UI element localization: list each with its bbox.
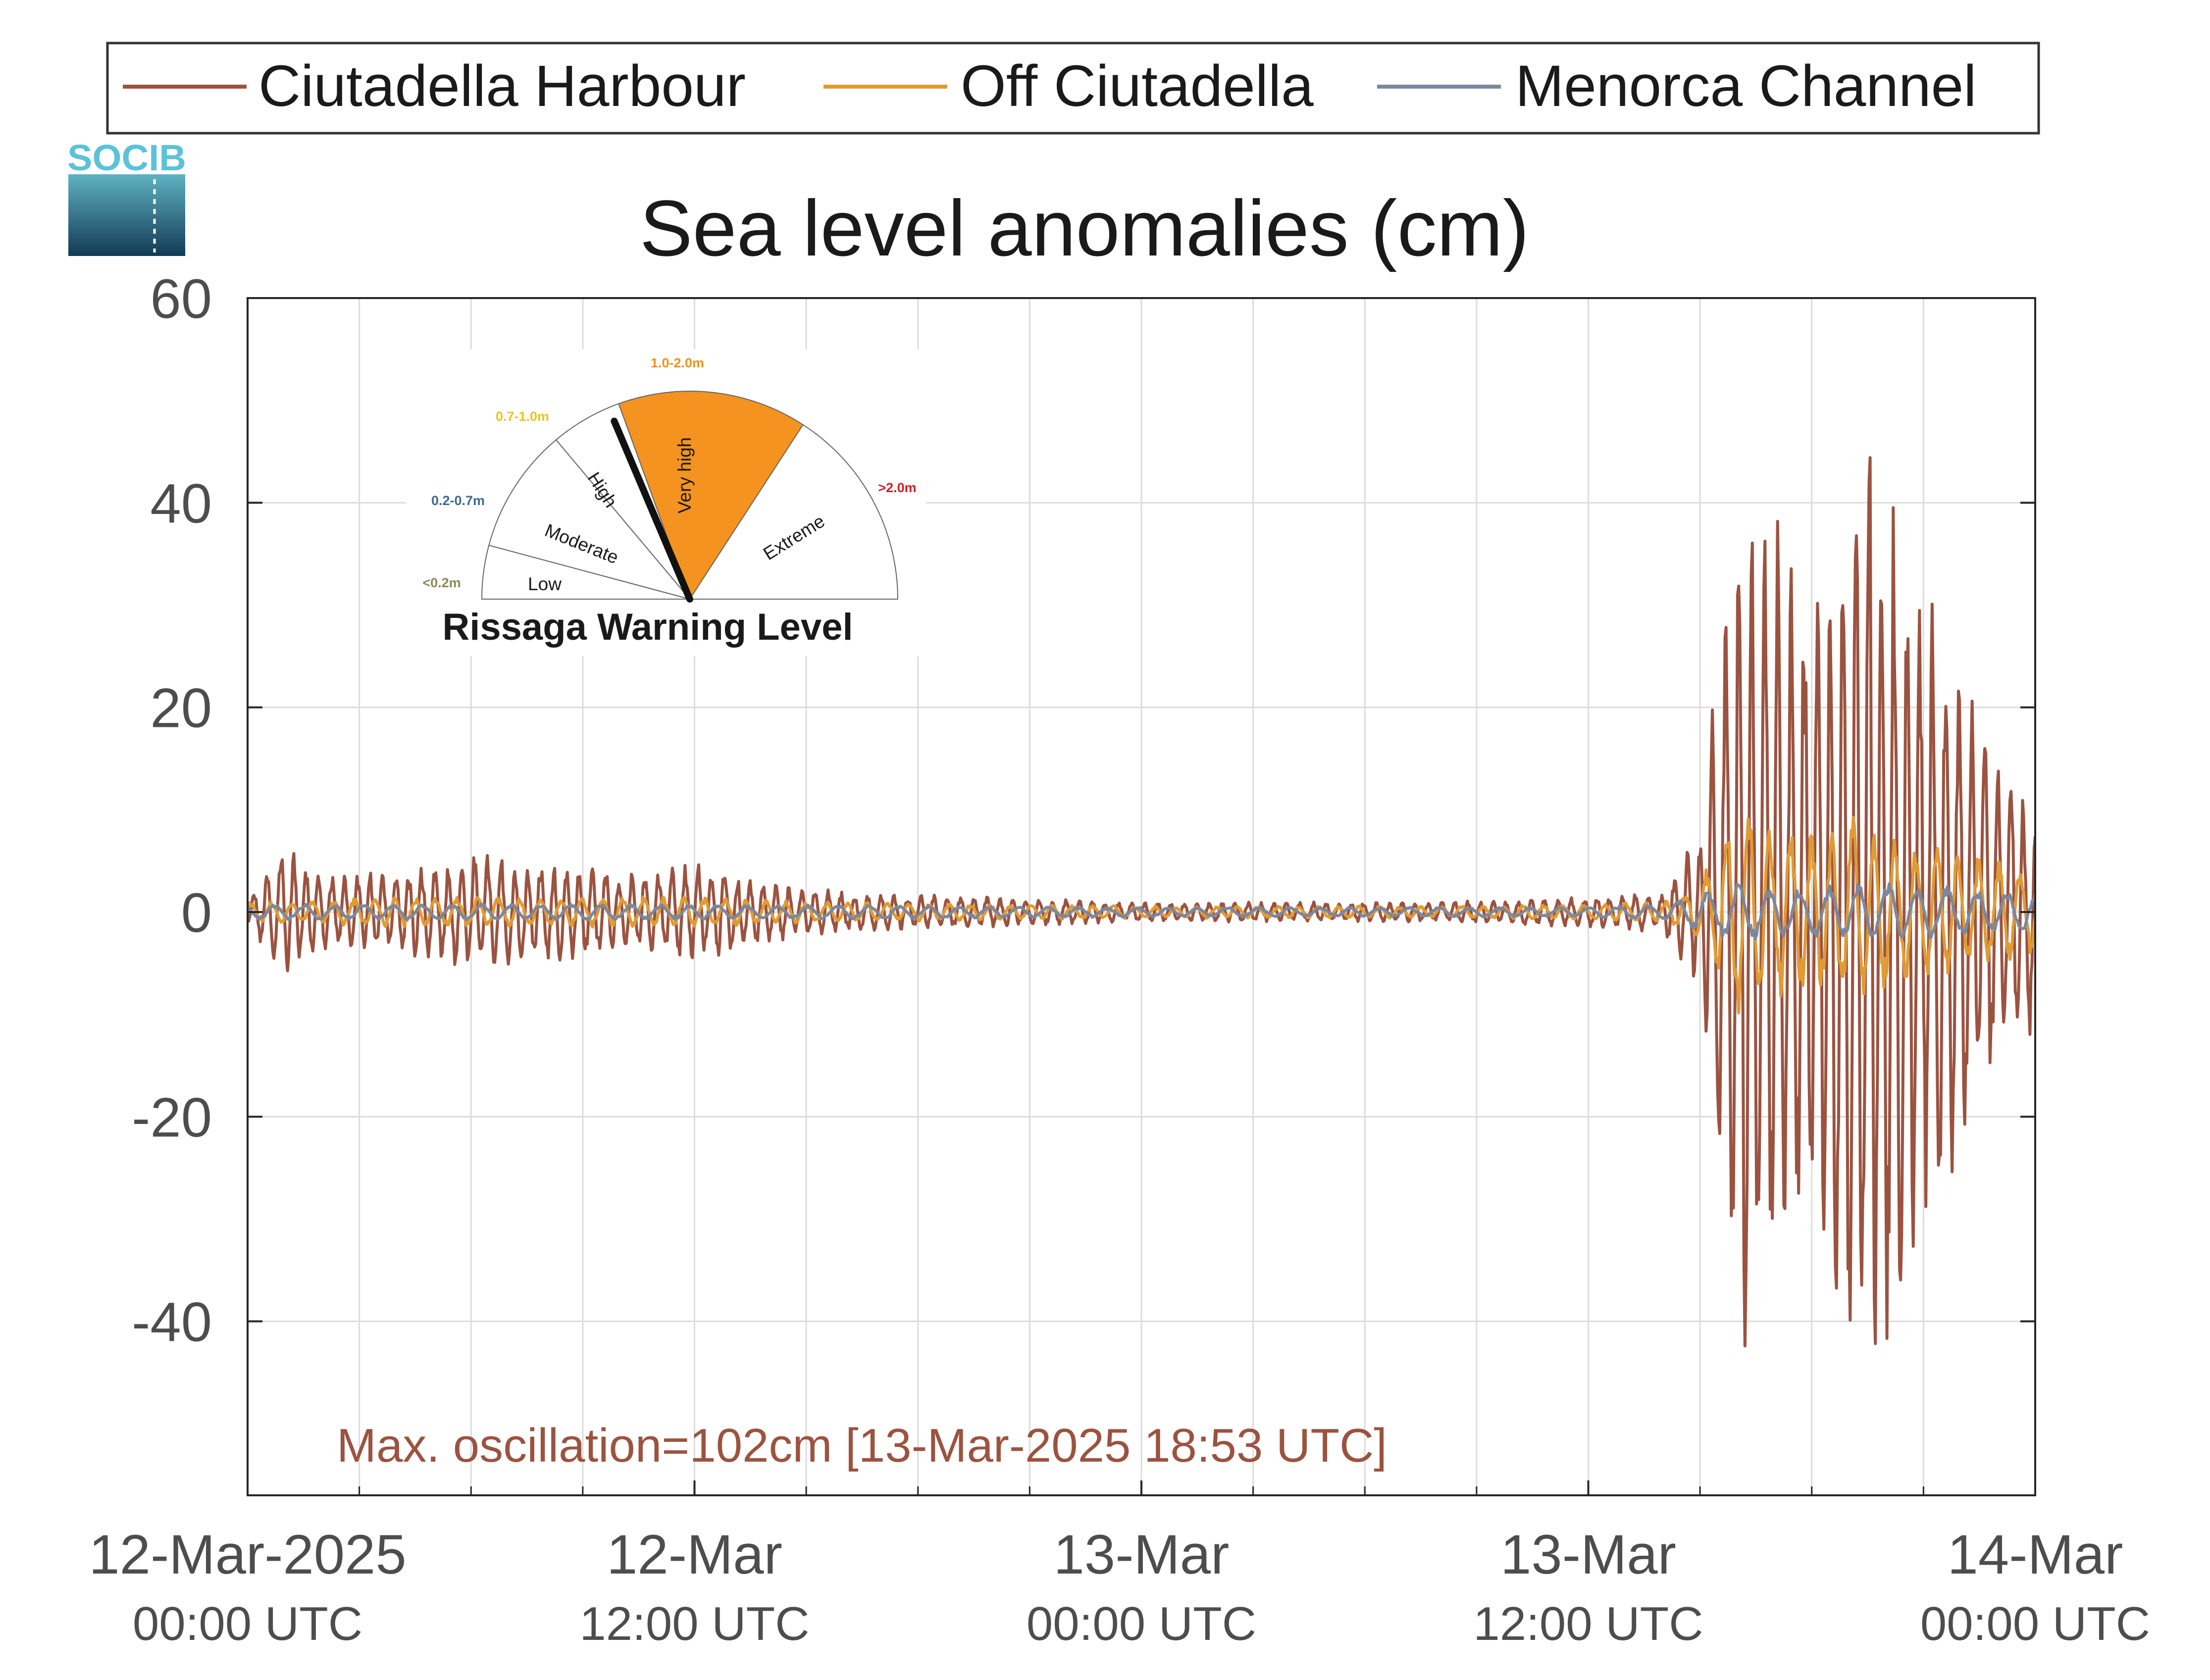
gauge-range-label: >2.0m	[878, 480, 916, 495]
socib-logo: SOCIB	[67, 137, 186, 256]
chart-title: Sea level anomalies (cm)	[640, 184, 1529, 272]
logo-gradient-block	[68, 174, 185, 256]
gauge-sector-extreme	[689, 424, 899, 600]
y-tick-label: -20	[132, 1086, 212, 1148]
legend-label-3: Menorca Channel	[1515, 53, 1976, 119]
x-tick-sublabel: 00:00 UTC	[1027, 1597, 1256, 1650]
x-tick-label: 13-Mar	[1054, 1524, 1230, 1585]
y-tick-label: -40	[132, 1291, 212, 1353]
y-ticks: -40 -20 0 20 40 60	[132, 268, 2035, 1353]
gauge-title: Rissaga Warning Level	[442, 606, 853, 648]
legend-label-2: Off Ciutadella	[961, 53, 1314, 119]
y-tick-label: 40	[150, 472, 212, 534]
gauge-range-labels: <0.2m 0.2-0.7m 0.7-1.0m 1.0-2.0m >2.0m	[422, 356, 916, 590]
legend-item-1: Ciutadella Harbour	[123, 53, 746, 119]
max-oscillation-annotation: Max. oscillation=102cm [13-Mar-2025 18:5…	[337, 1419, 1387, 1472]
gauge-level-label: Very high	[674, 437, 695, 513]
legend-box	[106, 42, 2040, 135]
gauge-range-label: <0.2m	[422, 575, 461, 590]
gauge-needle	[611, 417, 693, 603]
x-ticks: 12-Mar-2025 00:00 UTC 12-Mar 12:00 UTC 13-Ma…	[89, 1480, 2150, 1650]
plot-clip-group	[248, 456, 2035, 1348]
gauge-range-label: 1.0-2.0m	[651, 356, 704, 370]
gauge-sector-moderate	[488, 439, 691, 600]
rissaga-gauge: <0.2m0.2-0.7m0.7-1.0m1.0-2.0m>2.0m LowMo…	[406, 349, 926, 656]
legend-item-3: Menorca Channel	[1377, 53, 1976, 119]
y-tick-label: 60	[150, 268, 212, 330]
gauge-level-label: Low	[528, 574, 562, 594]
x-tick-sublabel: 12:00 UTC	[1473, 1597, 1703, 1650]
legend-label-1: Ciutadella Harbour	[258, 53, 746, 119]
logo-text: SOCIB	[67, 137, 186, 178]
series-line-3	[248, 882, 2035, 940]
x-tick-label: 12-Mar-2025	[89, 1524, 406, 1585]
gauge-sector-high	[555, 403, 690, 600]
legend-item-2: Off Ciutadella	[823, 53, 1314, 119]
series-line-2	[248, 815, 2035, 1015]
gauge-range-label: 0.7-1.0m	[496, 409, 549, 424]
x-tick-sublabel: 00:00 UTC	[1920, 1597, 2150, 1650]
y-tick-label: 20	[150, 677, 212, 739]
x-tick-sublabel: 12:00 UTC	[579, 1597, 809, 1650]
legend: Ciutadella Harbour Off Ciutadella Menorc…	[106, 42, 2040, 135]
y-tick-label: 0	[181, 882, 212, 944]
gauge-sectors	[481, 391, 899, 601]
gauge-range-label: 0.2-0.7m	[431, 493, 485, 508]
x-tick-sublabel: 00:00 UTC	[133, 1597, 362, 1650]
x-tick-label: 13-Mar	[1500, 1524, 1676, 1585]
x-tick-label: 12-Mar	[607, 1524, 782, 1585]
series-group	[248, 456, 2035, 1348]
x-tick-label: 14-Mar	[1948, 1524, 2123, 1585]
gauge-sector-very-high	[618, 391, 804, 601]
